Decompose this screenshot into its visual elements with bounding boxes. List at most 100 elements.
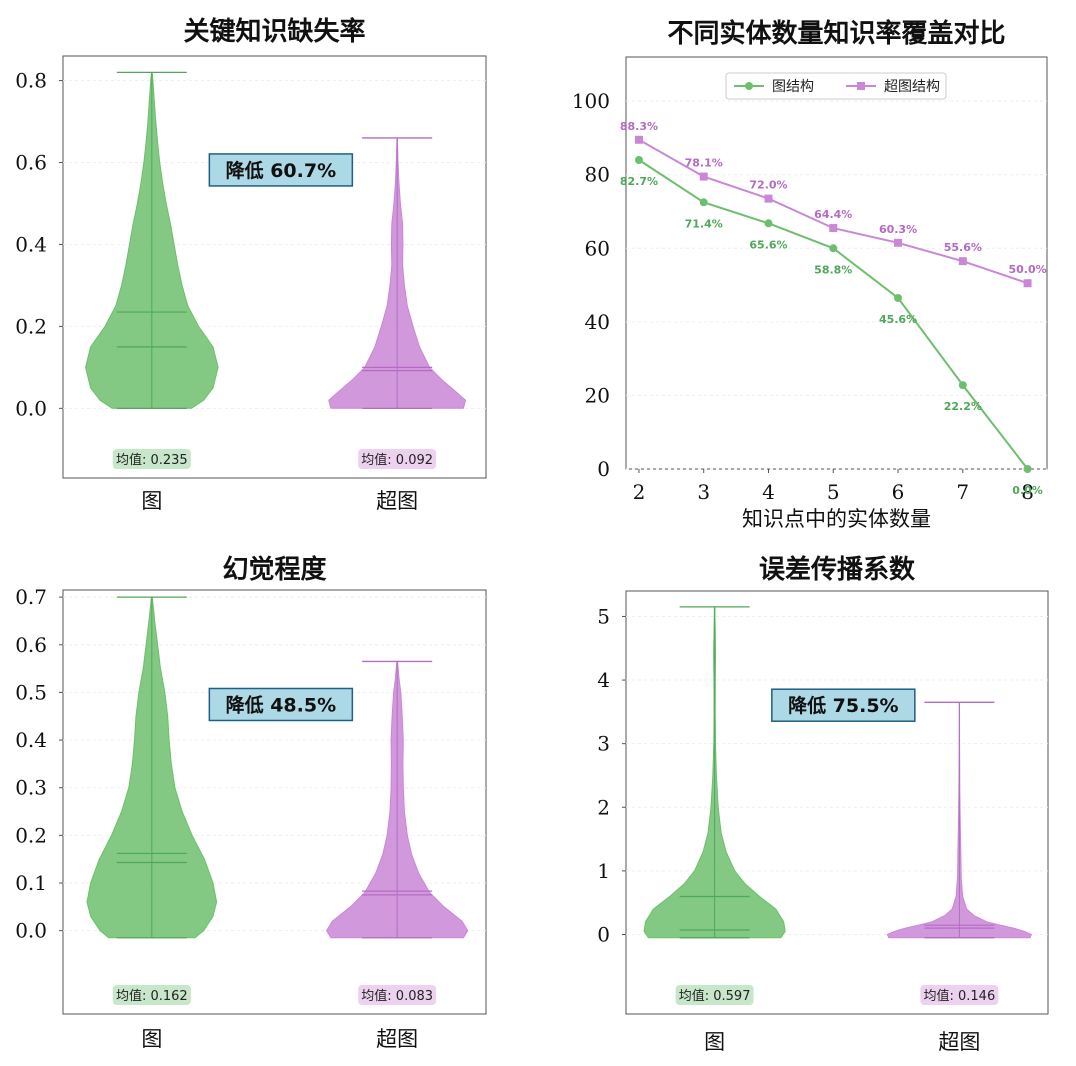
mean-badge xyxy=(112,985,191,1005)
x-tick-label: 4 xyxy=(762,480,775,504)
chart-title: 幻觉程度 xyxy=(222,554,326,585)
data-point xyxy=(1023,465,1032,473)
x-tick-label: 2 xyxy=(633,480,646,504)
y-tick-label: 0.0 xyxy=(15,396,47,420)
reduction-box xyxy=(208,687,354,722)
series-graph: 82.7% 71.4% 65.6% 58.8% 45.6% 22.2% 0.0% xyxy=(620,156,1043,497)
data-point xyxy=(958,257,967,266)
chart-title: 误差传播系数 xyxy=(759,554,916,585)
panel-error-propagation: 误差传播系数 0 1 2 3 4 5 均值: 0.597 图 均值: 0.146 超图 降低 75.5… xyxy=(597,554,1049,1054)
legend-entry: 超图结构 xyxy=(884,79,940,95)
y-tick-label: 3 xyxy=(597,732,610,756)
mean-badge xyxy=(675,985,754,1005)
x-tick-label: 8 xyxy=(1021,480,1034,504)
data-label: 72.0% xyxy=(749,179,787,192)
violin-graph: 均值: 0.597 xyxy=(643,606,786,1005)
data-point xyxy=(1023,279,1032,288)
plot-frame xyxy=(625,590,1049,1015)
data-label: 64.4% xyxy=(814,208,852,221)
data-point xyxy=(764,194,773,203)
y-tick-label: 2 xyxy=(597,795,610,819)
mean-label: 均值: 0.083 xyxy=(361,988,433,1004)
reduction-box xyxy=(208,153,354,187)
y-tick-label: 0.4 xyxy=(15,232,47,256)
y-tick-label: 80 xyxy=(585,163,610,187)
x-category-label: 图 xyxy=(704,1030,725,1054)
mean-label: 均值: 0.092 xyxy=(361,452,433,468)
data-label: 60.3% xyxy=(879,223,917,236)
mean-badge xyxy=(112,449,191,469)
y-tick-label: 40 xyxy=(585,310,610,334)
data-label: 78.1% xyxy=(685,157,723,170)
reduction-label: 降低 60.7% xyxy=(226,159,337,182)
y-tick-label: 0 xyxy=(597,457,610,481)
y-tick-label: 0.2 xyxy=(15,823,47,847)
x-category-label: 超图 xyxy=(376,1027,418,1051)
x-tick-label: 7 xyxy=(956,480,969,504)
data-label: 45.6% xyxy=(879,313,917,326)
data-point xyxy=(764,219,773,228)
reduction-box xyxy=(771,688,916,722)
y-tick-label: 1 xyxy=(597,859,610,883)
violin-hypergraph: 均值: 0.092 xyxy=(328,137,467,469)
y-tick-label: 5 xyxy=(597,604,610,628)
chart-title: 不同实体数量知识率覆盖对比 xyxy=(667,18,1005,49)
data-point xyxy=(894,293,903,302)
data-label: 22.2% xyxy=(944,400,982,413)
legend-box xyxy=(725,72,947,100)
y-tick-label: 0.3 xyxy=(15,776,47,800)
panel-hallucination-degree: 幻觉程度 0.0 0.1 0.2 0.3 0.4 0.5 0.6 0.7 均值: 0.162 图 均值… xyxy=(15,554,487,1051)
reduction-label: 降低 48.5% xyxy=(226,693,337,716)
series-hypergraph: 88.3% 78.1% 72.0% 64.4% 60.3% 55.6% 50.0% xyxy=(620,120,1047,288)
data-point xyxy=(958,381,967,390)
legend: 图结构 超图结构 xyxy=(725,72,947,100)
data-point xyxy=(634,156,643,164)
data-point xyxy=(829,224,838,233)
mean-badge xyxy=(358,449,437,469)
legend-marker xyxy=(745,82,753,90)
data-label: 82.7% xyxy=(620,175,658,188)
data-point xyxy=(894,238,903,247)
y-tick-label: 0 xyxy=(597,922,610,946)
data-label: 71.4% xyxy=(685,217,723,230)
y-tick-label: 0.1 xyxy=(15,871,47,895)
legend-entry: 图结构 xyxy=(772,79,814,95)
plot-frame xyxy=(625,56,1048,470)
data-point xyxy=(699,172,708,181)
y-tick-label: 0.6 xyxy=(15,633,47,657)
y-tick-label: 0.4 xyxy=(15,728,47,752)
x-category-label: 超图 xyxy=(376,489,418,513)
data-label: 50.0% xyxy=(1008,263,1046,276)
data-point xyxy=(699,198,708,207)
x-tick-label: 5 xyxy=(827,480,840,504)
mean-badge xyxy=(358,985,437,1005)
data-point xyxy=(829,244,838,253)
y-tick-label: 0.7 xyxy=(15,585,47,609)
violin-hypergraph: 均值: 0.146 xyxy=(886,701,1032,1005)
data-label: 55.6% xyxy=(944,241,982,254)
y-tick-label: 0.2 xyxy=(15,314,47,338)
mean-label: 均值: 0.146 xyxy=(924,988,996,1004)
data-point xyxy=(634,135,643,144)
x-category-label: 图 xyxy=(141,1027,162,1051)
y-tick-label: 20 xyxy=(585,383,610,407)
reduction-label: 降低 75.5% xyxy=(788,694,899,717)
y-tick-label: 0.5 xyxy=(15,680,47,704)
y-tick-label: 0.0 xyxy=(15,919,47,943)
violin-graph: 均值: 0.235 xyxy=(85,71,219,469)
y-tick-label: 100 xyxy=(572,89,610,113)
chart-title: 关键知识缺失率 xyxy=(183,16,365,47)
legend-marker xyxy=(857,82,865,90)
data-label: 0.0% xyxy=(1012,484,1043,497)
y-tick-label: 0.8 xyxy=(15,69,47,93)
y-tick-label: 4 xyxy=(597,668,610,692)
panel-knowledge-missing-rate: 关键知识缺失率 0.0 0.2 0.4 0.6 0.8 均值: 0.235 图 均值: 0.09… xyxy=(15,16,487,513)
violin-graph: 均值: 0.162 xyxy=(86,596,218,1005)
x-tick-label: 6 xyxy=(892,480,905,504)
y-tick-label: 0.6 xyxy=(15,151,47,175)
mean-label: 均值: 0.162 xyxy=(116,988,188,1004)
x-category-label: 图 xyxy=(141,489,162,513)
mean-label: 均值: 0.597 xyxy=(679,988,751,1004)
x-category-label: 超图 xyxy=(938,1030,980,1054)
data-label: 58.8% xyxy=(814,263,852,276)
